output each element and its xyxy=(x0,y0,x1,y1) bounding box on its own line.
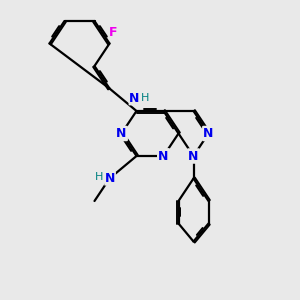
Text: N: N xyxy=(203,127,214,140)
Text: N: N xyxy=(158,149,169,163)
Text: N: N xyxy=(116,127,127,140)
Text: H: H xyxy=(95,172,103,182)
Text: N: N xyxy=(129,92,140,105)
Text: H: H xyxy=(140,93,149,103)
Text: F: F xyxy=(109,26,117,39)
Text: N: N xyxy=(105,172,115,185)
Text: N: N xyxy=(188,149,199,163)
Text: N: N xyxy=(158,149,169,163)
